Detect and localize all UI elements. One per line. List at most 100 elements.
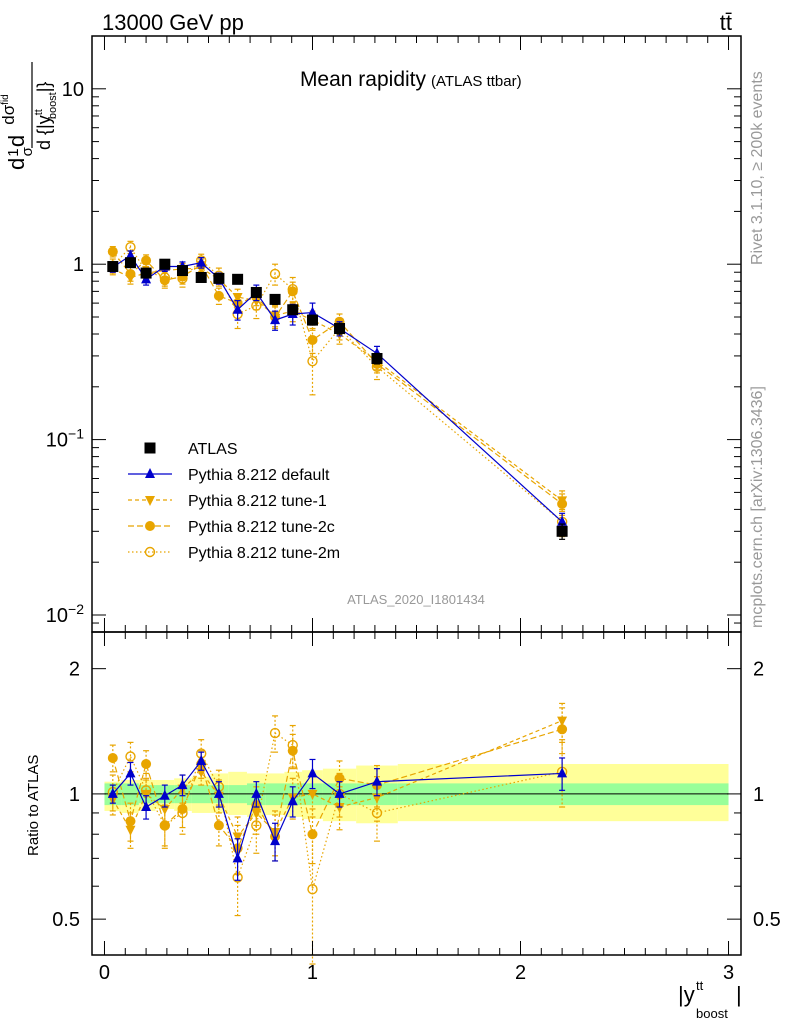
series-pythia-8-212-tune-2m (107, 715, 568, 965)
svg-text:|y: |y (678, 982, 695, 1007)
series-pythia-8-212-tune-2c (107, 245, 568, 516)
data-point (557, 515, 568, 526)
data-point (125, 751, 136, 762)
rivet-version-label: Rivet 3.1.10, ≥ 200k events (749, 71, 766, 265)
data-point (307, 334, 318, 345)
data-point (287, 304, 299, 316)
x-axis-label: |y tt boost | (678, 978, 742, 1021)
x-tick-label: 2 (515, 962, 526, 984)
data-point (307, 789, 318, 800)
data-point (125, 767, 136, 778)
series-line (112, 254, 563, 523)
data-point (287, 745, 298, 756)
data-point (107, 787, 118, 798)
data-point (269, 268, 281, 280)
data-point (196, 754, 207, 765)
data-point (251, 296, 262, 307)
series-atlas (107, 257, 568, 540)
data-point (232, 303, 243, 314)
legend-entry: ATLAS (144, 441, 238, 458)
svg-text:d1σd dσfid: d1σd dσfid (0, 94, 36, 170)
main-plot-frame (91, 35, 742, 633)
data-point (144, 442, 156, 454)
data-point (107, 261, 119, 273)
data-point (287, 795, 298, 806)
data-point (141, 759, 152, 770)
data-point (213, 290, 224, 301)
plot-title-sub: (ATLAS ttbar) (431, 73, 522, 90)
y-tick-label-right: 1 (753, 784, 764, 806)
legend-entry: Pythia 8.212 tune-1 (128, 493, 327, 510)
data-point (232, 852, 243, 863)
y-tick-label: 1 (69, 784, 80, 806)
data-point (557, 767, 568, 778)
legend: ATLAS Pythia 8.212 default Pythia 8.212 tu… (128, 441, 340, 562)
data-point (306, 314, 318, 326)
y-tick-label: 10 (62, 79, 84, 101)
data-point (557, 496, 568, 507)
data-point (250, 286, 262, 298)
data-point (159, 275, 170, 286)
data-point (144, 546, 156, 558)
data-point (307, 355, 318, 367)
data-point (196, 256, 207, 267)
data-point (176, 265, 188, 277)
data-point (195, 271, 207, 283)
data-point (213, 820, 224, 831)
series-line (112, 246, 563, 523)
y-tick-label: 1 (73, 254, 84, 276)
header-right-label: tt̄ (720, 10, 732, 35)
series-line (112, 267, 563, 501)
data-point (124, 257, 136, 269)
svg-text:|: | (736, 982, 742, 1007)
data-point (334, 322, 346, 334)
data-point (145, 496, 155, 506)
main-plot-panel: 10−2 10−1 1 10 (46, 35, 742, 633)
data-point (334, 803, 345, 814)
plot-title-main: Mean rapidity (300, 68, 427, 91)
data-point (269, 293, 281, 305)
x-tick-label: 1 (307, 962, 318, 984)
legend-label: Pythia 8.212 default (188, 467, 330, 484)
data-point (232, 273, 244, 285)
data-point (140, 267, 152, 279)
data-point (145, 468, 155, 478)
data-point (177, 779, 188, 790)
legend-entry: Pythia 8.212 tune-2m (128, 545, 340, 562)
data-point (307, 829, 318, 840)
series-pythia-8-212-default (107, 249, 568, 532)
data-point (107, 752, 118, 763)
legend-label: Pythia 8.212 tune-2m (188, 545, 340, 562)
data-point (159, 258, 171, 270)
y-tick-label-right: 0.5 (753, 909, 781, 931)
data-point (251, 787, 262, 798)
data-point (334, 787, 345, 798)
data-point (177, 803, 188, 814)
data-point (287, 286, 298, 297)
data-point (307, 884, 318, 895)
data-point (307, 767, 318, 778)
data-point (334, 773, 345, 784)
data-point (107, 246, 118, 257)
data-point (125, 249, 136, 260)
plot-title: Mean rapidity (ATLAS ttbar) (300, 68, 522, 91)
data-point (371, 352, 383, 364)
y-tick-label-right: 2 (753, 659, 764, 681)
x-tick-label: 0 (99, 962, 110, 984)
data-point (213, 787, 224, 798)
y-tick-label: 0.5 (52, 909, 80, 931)
x-tick-label: 3 (723, 962, 734, 984)
legend-label: Pythia 8.212 tune-1 (188, 493, 327, 510)
data-point (270, 314, 281, 325)
data-point (232, 832, 243, 843)
series-pythia-8-212-tune-1 (107, 262, 568, 512)
data-point (269, 727, 281, 739)
svg-text:tt: tt (696, 978, 704, 993)
data-point (270, 835, 281, 846)
data-point (125, 273, 136, 284)
legend-entry: Pythia 8.212 tune-2c (128, 519, 335, 536)
data-point (141, 801, 152, 812)
series-line (112, 732, 563, 890)
